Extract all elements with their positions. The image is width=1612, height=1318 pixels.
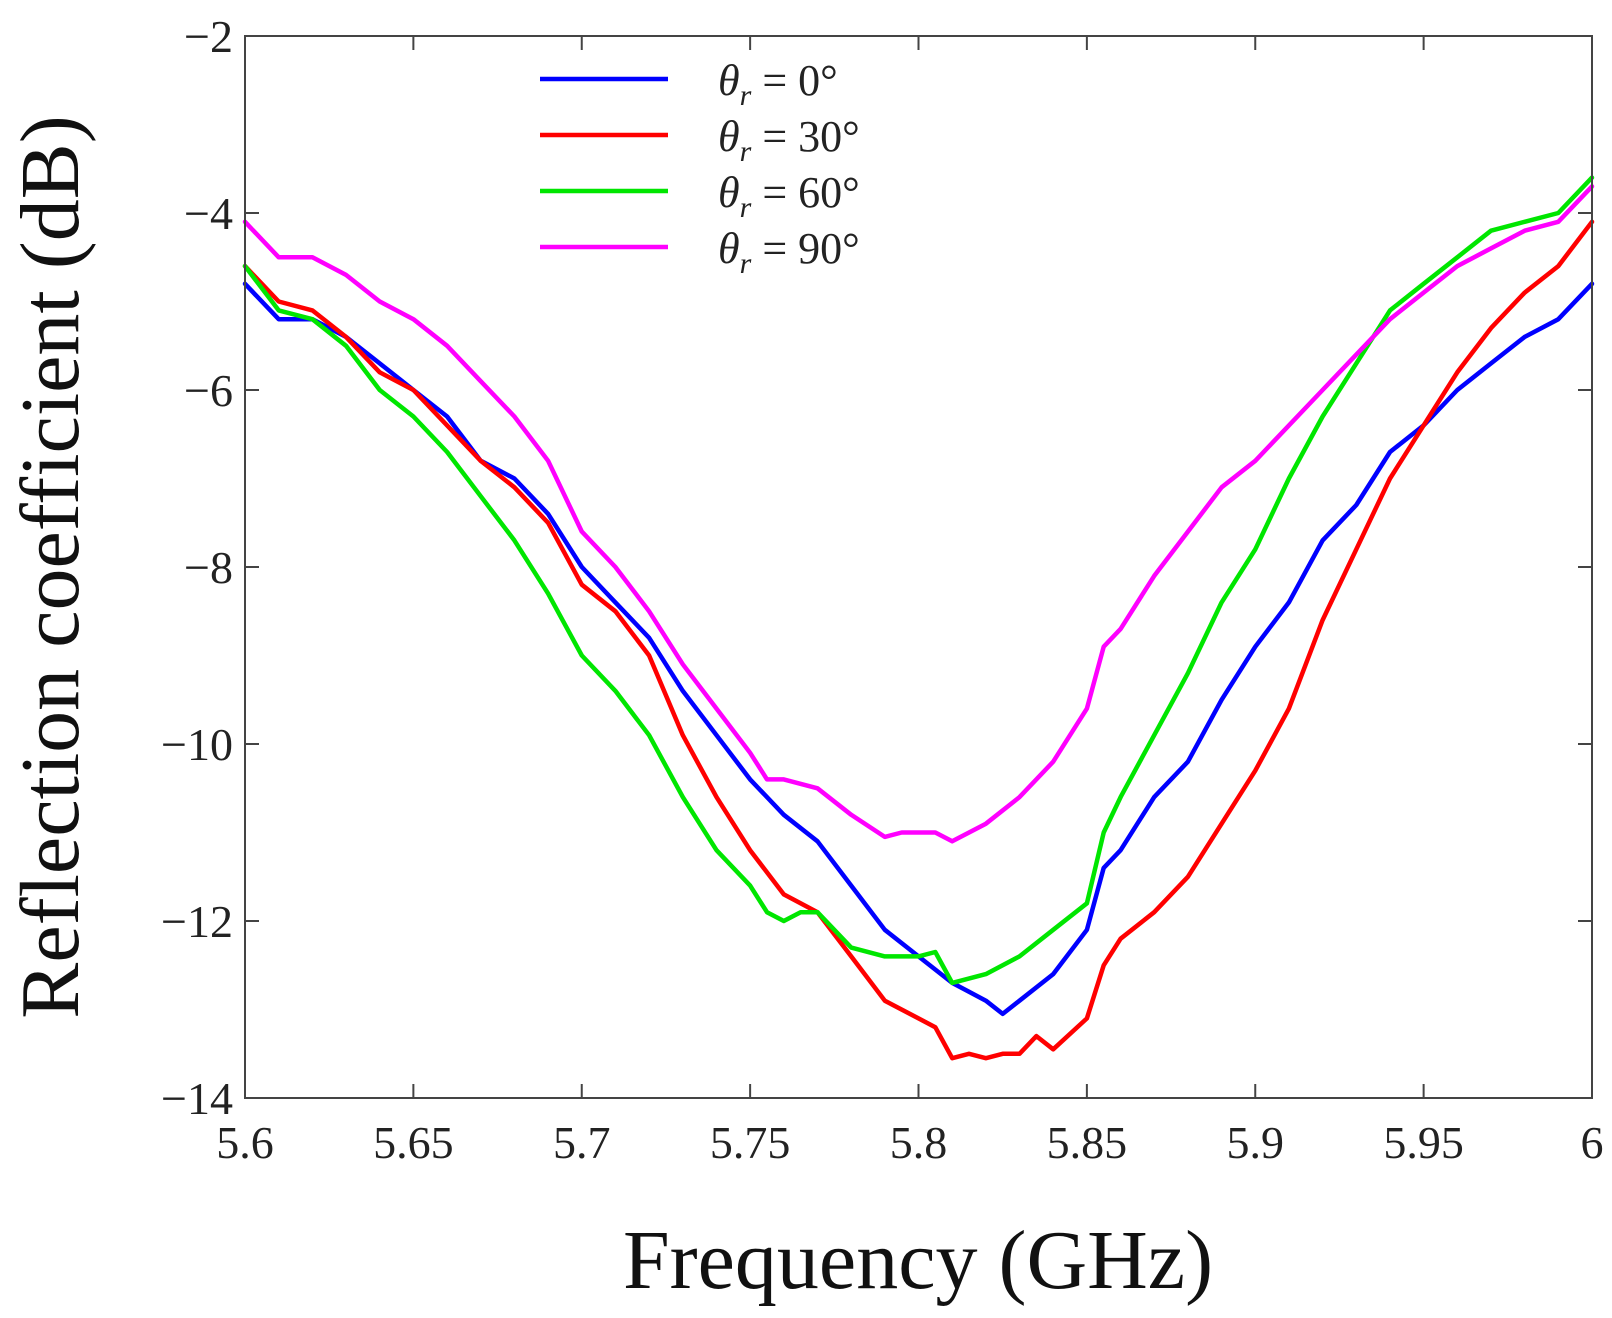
ticks-group: 5.6 5.65 5.7 5.75 5.8 5.85 5.9 5.95 6 −2 −4 −6 −8 −10… [161, 11, 1603, 1168]
y-tick-label: −8 [184, 542, 233, 593]
series-line-2 [242, 175, 1595, 986]
legend: θr = 0°θr = 30°θr = 60°θr = 90° [540, 56, 860, 280]
x-tick-label: 6 [1581, 1117, 1604, 1168]
x-tick-label: 5.8 [890, 1117, 948, 1168]
legend-label-2: θr = 60° [718, 168, 860, 224]
x-axis-title: Frequency (GHz) [623, 1214, 1213, 1307]
x-tick-label: 5.6 [216, 1117, 274, 1168]
legend-label-0: θr = 0° [718, 56, 838, 112]
series-line-1 [242, 219, 1595, 1061]
y-tick-label: −6 [184, 365, 233, 416]
x-tick-label: 5.95 [1383, 1117, 1464, 1168]
y-tick-label: −12 [161, 896, 233, 947]
y-axis-title: Reflection coefficient (dB) [4, 115, 97, 1018]
y-tick-label: −10 [161, 719, 233, 770]
y-tick-label: −4 [184, 188, 233, 239]
x-tick-label: 5.65 [373, 1117, 454, 1168]
x-tick-label: 5.7 [553, 1117, 611, 1168]
y-tick-label: −14 [161, 1073, 233, 1124]
y-tick-label: −2 [184, 11, 233, 62]
legend-label-3: θr = 90° [718, 224, 860, 280]
x-tick-label: 5.85 [1047, 1117, 1128, 1168]
x-tick-label: 5.75 [710, 1117, 791, 1168]
series-line-3 [242, 184, 1595, 844]
legend-label-1: θr = 30° [718, 112, 860, 168]
x-tick-label: 5.9 [1227, 1117, 1285, 1168]
series-group [242, 175, 1595, 1061]
